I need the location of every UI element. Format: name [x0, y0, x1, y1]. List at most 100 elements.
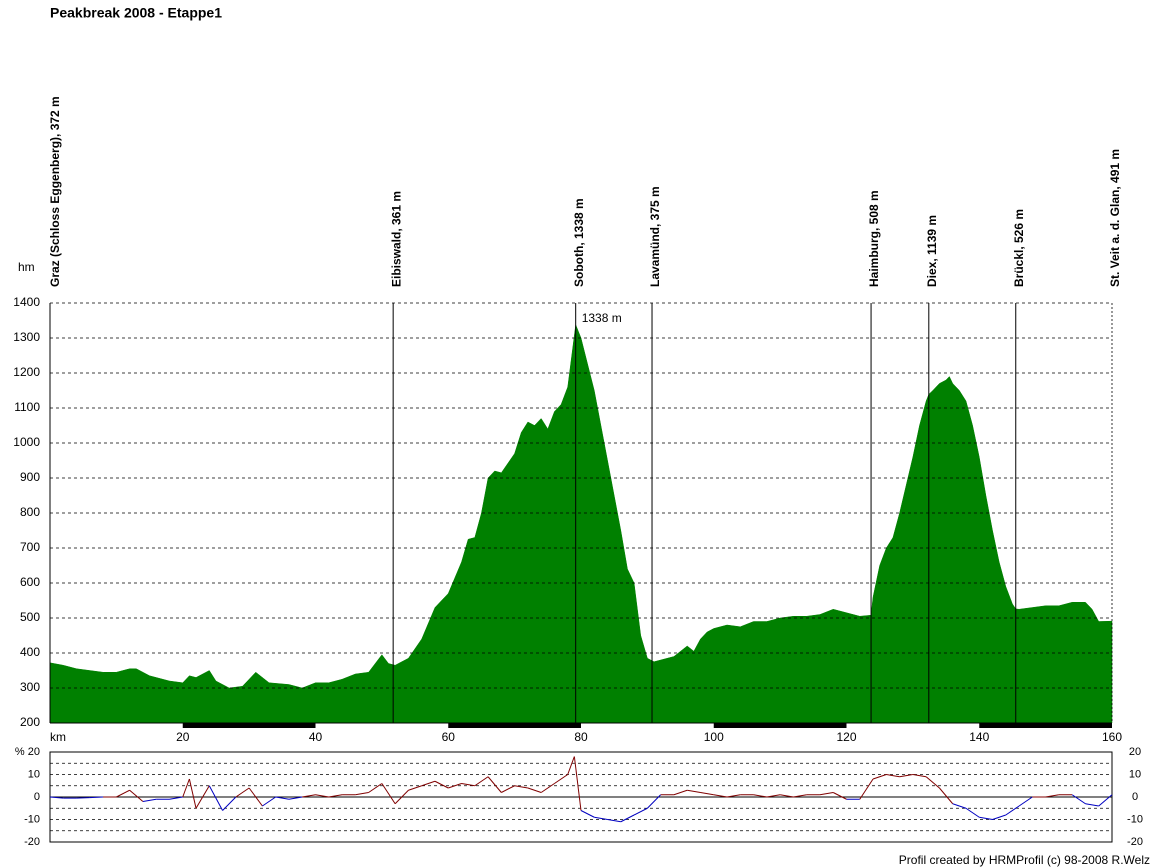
waypoint-label: Eibiswald, 361 m [389, 191, 403, 287]
chart-title: Peakbreak 2008 - Etappe1 [50, 5, 222, 21]
y-tick-label: 1200 [13, 365, 40, 379]
gradient-segment [394, 789, 409, 805]
gradient-segment [188, 778, 197, 809]
gradient-segment [766, 794, 781, 798]
y2-tick-label: 20 [1129, 746, 1141, 758]
waypoint-label: Lavamünd, 375 m [648, 186, 662, 287]
y-tick-label: 600 [20, 575, 40, 589]
y-tick-label: 1300 [13, 330, 40, 344]
y-tick-label: 800 [20, 505, 40, 519]
y-tick-label: 0 [34, 791, 40, 803]
gradient-segment [726, 794, 741, 798]
waypoint-label: Diex, 1139 m [925, 215, 939, 287]
gradient-segment [554, 774, 569, 784]
y-tick-label: -10 [24, 813, 40, 825]
gradient-segment [408, 785, 422, 791]
y-tick-label: 500 [20, 610, 40, 624]
gradient-segment [89, 796, 104, 799]
gradient-segment [859, 778, 874, 800]
y2-tick-label: -20 [1127, 836, 1143, 848]
gradient-segment [573, 756, 582, 811]
gradient-segment [421, 780, 436, 787]
gradient-segment [501, 785, 515, 793]
gradient-segment [142, 798, 157, 802]
gradient-segment [434, 780, 449, 789]
gradient-segment [819, 792, 834, 796]
gradient-segment [899, 774, 913, 778]
gradient-segment [1005, 805, 1020, 816]
gradient-segment [461, 783, 475, 787]
x-tick-label: 160 [1102, 730, 1122, 744]
elevation-area [49, 323, 1113, 724]
gradient-segment [700, 792, 714, 796]
gradient-segment [780, 794, 794, 798]
gradient-segment [262, 796, 276, 807]
gradient-segment [288, 796, 303, 800]
footer: Profil created by HRMProfil (c) 98-2008 … [899, 853, 1150, 867]
gradient-segment [315, 794, 329, 798]
gradient-segment [607, 819, 621, 823]
gradient-segment [129, 789, 144, 802]
waypoint-label: St. Veit a. d. Glan, 491 m [1108, 149, 1122, 287]
gradient-segment [753, 794, 767, 798]
gradient-segment [514, 785, 528, 789]
gradient-segment [302, 794, 316, 798]
peak-label: 1338 m [582, 311, 622, 325]
y-tick-label: 1100 [14, 400, 40, 414]
gradient-segment [1045, 794, 1059, 798]
gradient-segment [182, 778, 190, 798]
gradient-segment [965, 807, 980, 818]
gradient-segment [952, 803, 967, 809]
gradient-segment [275, 796, 290, 800]
y2-tick-label: 0 [1132, 791, 1138, 803]
gradient-segment [1098, 794, 1113, 807]
x-tick-label: 20 [176, 730, 190, 744]
y-tick-label: 1000 [13, 435, 40, 449]
gradient-segment [687, 789, 701, 793]
gradient-segment [832, 792, 847, 800]
gradient-segment [355, 792, 369, 796]
gradient-segment [474, 776, 489, 787]
scale-bar [979, 723, 1112, 728]
gradient-segment [222, 796, 237, 811]
gradient-segment [208, 785, 224, 811]
gradient-segment [620, 814, 635, 823]
gradient-segment [713, 794, 728, 798]
gradient-segment [381, 783, 396, 805]
gradient-segment [368, 783, 383, 793]
scale-bar [713, 723, 847, 728]
gradient-segment [527, 787, 542, 793]
waypoint-label: Soboth, 1338 m [572, 198, 586, 287]
x-tick-label: 120 [836, 730, 856, 744]
y-tick-label: % 20 [15, 746, 40, 758]
gradient-segment [567, 756, 575, 775]
gradient-segment [116, 789, 130, 798]
gradient-segment [49, 796, 64, 799]
gradient-segment [647, 794, 662, 809]
y-axis-label: hm [18, 260, 35, 274]
x-axis-label: km [50, 730, 66, 744]
y-tick-label: 700 [20, 540, 40, 554]
waypoint-label: Brückl, 526 m [1012, 209, 1026, 287]
gradient-segment [886, 774, 900, 778]
y-tick-label: 1400 [13, 295, 40, 309]
gradient-segment [594, 816, 608, 820]
gradient-segment [580, 810, 595, 818]
gradient-segment [169, 796, 183, 800]
x-tick-label: 80 [574, 730, 588, 744]
y-tick-label: 10 [28, 768, 40, 780]
gradient-segment [328, 794, 343, 798]
gradient-segment [925, 776, 940, 789]
gradient-segment [673, 789, 688, 796]
gradient-segment [1085, 803, 1099, 807]
gradient-segment [448, 783, 462, 789]
scale-bar [182, 723, 316, 728]
waypoint-label: Graz (Schloss Eggenberg), 372 m [48, 96, 62, 287]
y-tick-label: 200 [20, 715, 40, 729]
y-tick-label: 900 [20, 470, 40, 484]
x-tick-label: 100 [704, 730, 724, 744]
y2-tick-label: 10 [1129, 768, 1141, 780]
x-tick-label: 60 [442, 730, 456, 744]
gradient-segment [1018, 796, 1033, 807]
